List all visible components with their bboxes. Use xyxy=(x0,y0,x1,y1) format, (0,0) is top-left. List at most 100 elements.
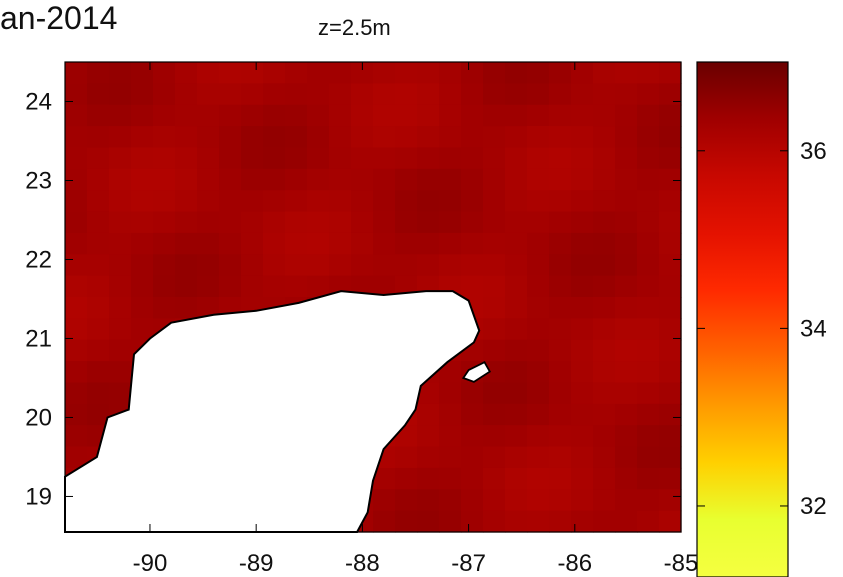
sst-cell xyxy=(659,83,682,106)
x-tick-label: -90 xyxy=(133,550,168,577)
sst-cell xyxy=(109,168,132,191)
sst-cell xyxy=(219,104,242,127)
sst-cell xyxy=(395,104,418,127)
sst-cell xyxy=(197,83,220,106)
sst-cell xyxy=(593,254,616,277)
sst-cell xyxy=(109,254,132,277)
sst-cell xyxy=(219,126,242,149)
sst-cell xyxy=(659,382,682,405)
sst-cell xyxy=(263,83,286,106)
sst-cell xyxy=(461,232,484,255)
sst-cell xyxy=(87,232,110,255)
sst-cell xyxy=(593,275,616,298)
sst-cell xyxy=(241,83,264,106)
sst-cell xyxy=(351,211,374,234)
sst-cell xyxy=(527,275,550,298)
sst-cell xyxy=(505,104,528,127)
sst-cell xyxy=(285,168,308,191)
sst-cell xyxy=(593,318,616,341)
sst-cell xyxy=(109,339,132,362)
sst-cell xyxy=(87,403,110,426)
sst-cell xyxy=(219,62,242,84)
sst-cell xyxy=(461,104,484,127)
sst-cell xyxy=(615,446,638,469)
sst-cell xyxy=(637,361,660,384)
sst-cell xyxy=(109,104,132,127)
sst-cell xyxy=(219,190,242,213)
sst-cell xyxy=(87,275,110,298)
sst-cell xyxy=(637,382,660,405)
sst-cell xyxy=(483,361,506,384)
sst-cell xyxy=(637,190,660,213)
sst-cell xyxy=(65,190,88,213)
sst-cell xyxy=(461,382,484,405)
sst-cell xyxy=(659,489,682,512)
sst-cell xyxy=(593,83,616,106)
sst-cell xyxy=(571,126,594,149)
sst-cell xyxy=(527,232,550,255)
sst-cell xyxy=(483,339,506,362)
sst-cell xyxy=(571,489,594,512)
sst-cell xyxy=(87,297,110,319)
sst-cell xyxy=(153,83,176,106)
sst-cell xyxy=(241,275,264,298)
sst-cell xyxy=(637,467,660,490)
sst-cell xyxy=(65,232,88,255)
sst-cell xyxy=(461,510,484,533)
sst-cell xyxy=(659,232,682,255)
sst-cell xyxy=(439,382,462,405)
sst-cell xyxy=(483,510,506,533)
sst-cell xyxy=(329,126,352,149)
sst-cell xyxy=(197,211,220,234)
sst-cell xyxy=(219,168,242,191)
sst-cell xyxy=(593,382,616,405)
sst-cell xyxy=(461,168,484,191)
sst-cell xyxy=(329,62,352,84)
sst-cell xyxy=(549,254,572,277)
sst-cell xyxy=(395,232,418,255)
sst-cell xyxy=(329,190,352,213)
sst-cell xyxy=(131,275,154,298)
sst-cell xyxy=(439,104,462,127)
sst-cell xyxy=(505,62,528,84)
sst-cell xyxy=(395,211,418,234)
sst-cell xyxy=(505,339,528,362)
sst-cell xyxy=(439,361,462,384)
sst-cell xyxy=(593,425,616,448)
sst-cell xyxy=(307,83,330,106)
sst-cell xyxy=(373,211,396,234)
sst-cell xyxy=(285,254,308,277)
sst-cell xyxy=(197,126,220,149)
sst-cell xyxy=(615,361,638,384)
sst-cell xyxy=(307,254,330,277)
sst-cell xyxy=(505,147,528,170)
sst-cell xyxy=(175,104,198,127)
sst-cell xyxy=(197,232,220,255)
sst-cell xyxy=(637,425,660,448)
sst-cell xyxy=(329,254,352,277)
sst-cell xyxy=(87,211,110,234)
sst-cell xyxy=(395,190,418,213)
sst-cell xyxy=(373,83,396,106)
sst-cell xyxy=(483,382,506,405)
sst-cell xyxy=(549,339,572,362)
sst-cell xyxy=(549,104,572,127)
sst-cell xyxy=(505,297,528,319)
colorbar-tick-label: 34 xyxy=(800,315,827,342)
sst-cell xyxy=(659,339,682,362)
sst-cell xyxy=(241,168,264,191)
sst-cell xyxy=(65,62,88,84)
sst-cell xyxy=(439,211,462,234)
sst-cell xyxy=(549,425,572,448)
sst-cell xyxy=(505,489,528,512)
sst-cell xyxy=(131,104,154,127)
sst-cell xyxy=(571,232,594,255)
sst-cell xyxy=(549,403,572,426)
sst-cell xyxy=(351,254,374,277)
sst-cell xyxy=(571,510,594,533)
sst-cell xyxy=(637,168,660,191)
sst-cell xyxy=(483,190,506,213)
sst-cell xyxy=(329,232,352,255)
sst-cell xyxy=(659,126,682,149)
sst-cell xyxy=(571,190,594,213)
